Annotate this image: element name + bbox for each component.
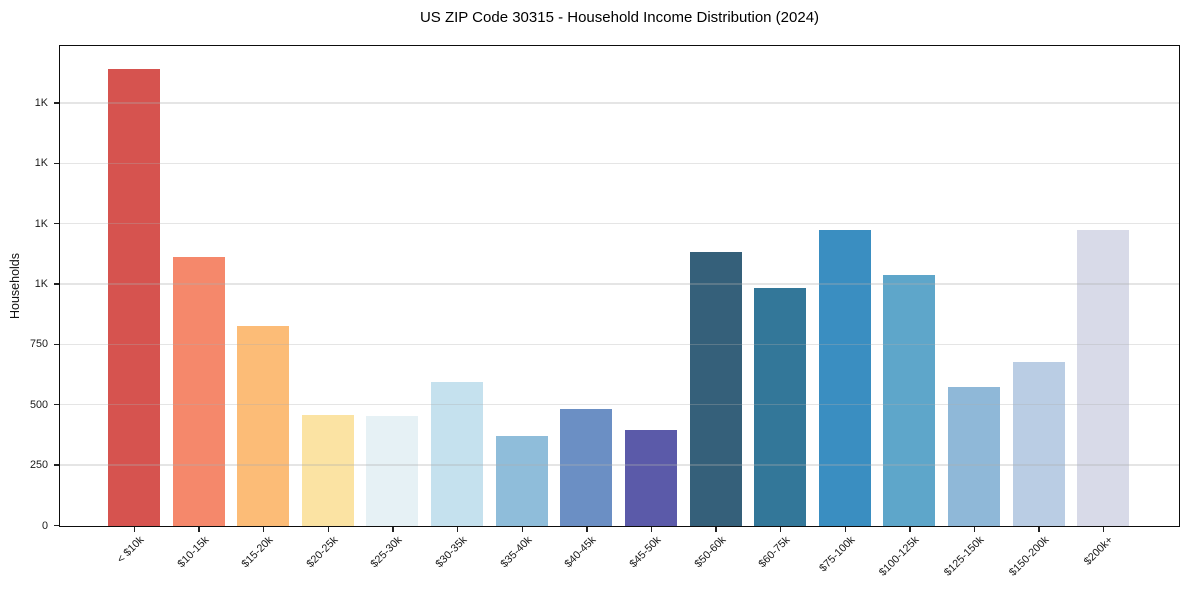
y-tick-mark bbox=[54, 283, 59, 285]
gridline-1750 bbox=[60, 102, 1179, 104]
x-tick-label: $15-20k bbox=[239, 534, 276, 571]
y-tick-label: 1K bbox=[34, 278, 48, 291]
bar-$25-30k bbox=[366, 416, 419, 526]
bar-$50-60k bbox=[689, 251, 742, 526]
x-tick-mark bbox=[973, 527, 976, 532]
y-tick-label: 1K bbox=[34, 157, 48, 170]
bar-$75-100k bbox=[818, 230, 871, 526]
x-tick-mark bbox=[521, 527, 523, 532]
x-tick-mark bbox=[844, 527, 846, 532]
y-tick-label: 250 bbox=[29, 459, 48, 472]
x-tick-mark bbox=[650, 527, 653, 532]
x-tick-mark bbox=[1103, 527, 1105, 532]
bar-$30-35k bbox=[431, 381, 484, 526]
gridline-750 bbox=[60, 343, 1179, 345]
y-tick-mark bbox=[54, 223, 59, 225]
bar-$200k+ bbox=[1077, 229, 1130, 526]
x-tick-label: $150-200k bbox=[1006, 534, 1052, 579]
y-tick-mark bbox=[54, 404, 59, 406]
x-tick-label: $35-40k bbox=[498, 534, 535, 571]
y-tick-label: 1K bbox=[34, 97, 48, 109]
x-tick-label: $75-100k bbox=[816, 534, 858, 575]
x-tick-mark bbox=[586, 527, 588, 532]
bar-$100-125k bbox=[883, 274, 936, 526]
x-tick-mark bbox=[456, 527, 459, 532]
x-tick-label: $20-25k bbox=[304, 534, 341, 571]
bar-$35-40k bbox=[495, 436, 548, 526]
x-tick-label: $60-75k bbox=[756, 534, 793, 571]
bar-$10-15k bbox=[172, 257, 225, 526]
x-tick-label: $100-125k bbox=[877, 534, 922, 579]
gridline-250 bbox=[60, 464, 1179, 466]
x-tick-label: $30-35k bbox=[433, 534, 470, 571]
x-tick-label: $10-15k bbox=[175, 534, 212, 571]
x-tick-label: $200k+ bbox=[1082, 534, 1116, 568]
y-tick-mark bbox=[54, 343, 59, 346]
y-tick-label: 500 bbox=[29, 398, 48, 411]
bar-$40-45k bbox=[560, 409, 613, 526]
x-tick-mark bbox=[133, 527, 136, 532]
gridline-1250 bbox=[60, 223, 1179, 225]
x-tick-label: $40-45k bbox=[562, 534, 599, 571]
x-tick-mark bbox=[327, 527, 330, 532]
y-tick-mark bbox=[54, 524, 59, 527]
y-tick-label: 1K bbox=[34, 217, 48, 230]
x-tick-label: $45-50k bbox=[627, 534, 664, 571]
chart-title: US ZIP Code 30315 - Household Income Dis… bbox=[419, 9, 820, 26]
x-tick-mark bbox=[1038, 527, 1040, 532]
y-tick-mark bbox=[54, 464, 59, 466]
bar-$60-75k bbox=[754, 287, 807, 526]
x-tick-mark bbox=[198, 527, 200, 532]
plot-area bbox=[59, 45, 1180, 527]
y-tick-mark bbox=[54, 102, 59, 104]
bar-$150-200k bbox=[1012, 362, 1065, 526]
gridline-500 bbox=[60, 404, 1179, 406]
x-tick-mark bbox=[909, 527, 911, 532]
x-tick-label: $25-30k bbox=[368, 534, 405, 571]
x-tick-label: $125-150k bbox=[941, 534, 987, 579]
bar-< $10k bbox=[108, 68, 160, 526]
bar-$125-150k bbox=[948, 387, 1001, 526]
bar-$15-20k bbox=[237, 325, 290, 526]
x-tick-label: < $10k bbox=[114, 534, 147, 566]
bar-$20-25k bbox=[301, 415, 354, 526]
x-tick-mark bbox=[263, 527, 265, 532]
x-tick-mark bbox=[392, 527, 394, 532]
gridline-1500 bbox=[60, 162, 1179, 164]
x-tick-label: $50-60k bbox=[691, 534, 729, 571]
x-tick-mark bbox=[715, 527, 717, 532]
bar-$45-50k bbox=[624, 429, 677, 526]
y-tick-label: 750 bbox=[29, 338, 48, 351]
gridline-1000 bbox=[60, 283, 1179, 285]
y-tick-mark bbox=[54, 162, 59, 165]
y-tick-label: 0 bbox=[41, 519, 48, 532]
x-tick-mark bbox=[780, 527, 782, 532]
